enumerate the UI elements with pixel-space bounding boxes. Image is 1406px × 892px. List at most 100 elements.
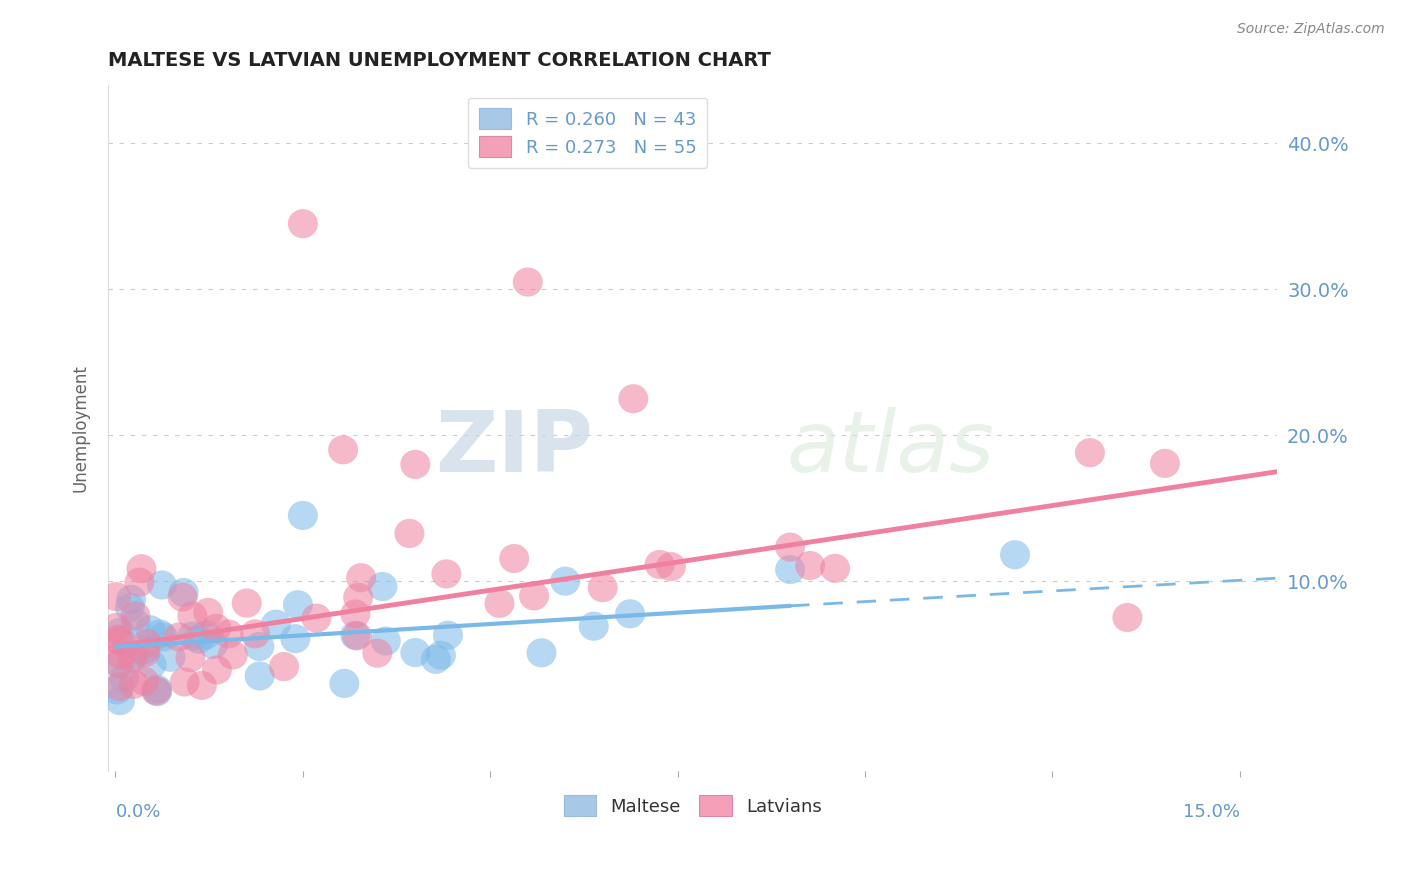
Ellipse shape xyxy=(117,643,148,673)
Ellipse shape xyxy=(110,664,139,692)
Ellipse shape xyxy=(288,209,318,238)
Ellipse shape xyxy=(346,563,377,592)
Ellipse shape xyxy=(214,619,243,648)
Ellipse shape xyxy=(105,626,135,656)
Ellipse shape xyxy=(135,615,165,644)
Ellipse shape xyxy=(177,601,207,631)
Ellipse shape xyxy=(367,572,398,601)
Ellipse shape xyxy=(136,649,166,679)
Ellipse shape xyxy=(120,640,149,669)
Ellipse shape xyxy=(280,624,311,653)
Ellipse shape xyxy=(127,554,156,583)
Ellipse shape xyxy=(432,559,461,589)
Ellipse shape xyxy=(121,601,150,631)
Ellipse shape xyxy=(550,566,581,596)
Text: 15.0%: 15.0% xyxy=(1182,803,1240,821)
Ellipse shape xyxy=(103,648,134,677)
Ellipse shape xyxy=(146,570,177,599)
Ellipse shape xyxy=(118,670,149,698)
Ellipse shape xyxy=(129,666,159,696)
Ellipse shape xyxy=(176,643,205,673)
Ellipse shape xyxy=(104,618,135,647)
Ellipse shape xyxy=(614,599,645,628)
Ellipse shape xyxy=(579,612,609,640)
Ellipse shape xyxy=(485,589,515,618)
Ellipse shape xyxy=(513,268,543,297)
Ellipse shape xyxy=(526,639,557,667)
Ellipse shape xyxy=(201,614,231,643)
Ellipse shape xyxy=(141,676,172,706)
Ellipse shape xyxy=(169,578,198,607)
Ellipse shape xyxy=(103,675,132,705)
Ellipse shape xyxy=(340,599,370,629)
Ellipse shape xyxy=(245,661,274,690)
Ellipse shape xyxy=(232,589,262,618)
Ellipse shape xyxy=(101,582,131,611)
Ellipse shape xyxy=(167,582,197,612)
Ellipse shape xyxy=(240,619,270,648)
Ellipse shape xyxy=(191,620,221,649)
Ellipse shape xyxy=(142,677,172,706)
Ellipse shape xyxy=(619,384,648,413)
Ellipse shape xyxy=(644,550,675,579)
Ellipse shape xyxy=(269,652,299,681)
Ellipse shape xyxy=(657,552,686,582)
Ellipse shape xyxy=(519,582,548,610)
Ellipse shape xyxy=(198,630,228,659)
Ellipse shape xyxy=(105,686,135,715)
Ellipse shape xyxy=(288,500,318,530)
Ellipse shape xyxy=(401,450,430,479)
Ellipse shape xyxy=(202,656,232,684)
Legend: Maltese, Latvians: Maltese, Latvians xyxy=(557,788,830,823)
Ellipse shape xyxy=(145,619,174,648)
Ellipse shape xyxy=(499,544,529,573)
Y-axis label: Unemployment: Unemployment xyxy=(72,364,89,491)
Ellipse shape xyxy=(121,609,150,638)
Ellipse shape xyxy=(363,639,392,668)
Text: ZIP: ZIP xyxy=(436,407,593,490)
Text: atlas: atlas xyxy=(786,407,994,490)
Ellipse shape xyxy=(117,585,146,614)
Ellipse shape xyxy=(343,582,373,612)
Text: MALTESE VS LATVIAN UNEMPLOYMENT CORRELATION CHART: MALTESE VS LATVIAN UNEMPLOYMENT CORRELAT… xyxy=(108,51,770,70)
Ellipse shape xyxy=(775,533,806,562)
Ellipse shape xyxy=(1112,603,1143,632)
Ellipse shape xyxy=(328,435,359,465)
Ellipse shape xyxy=(283,591,314,619)
Ellipse shape xyxy=(132,629,162,658)
Ellipse shape xyxy=(177,622,208,650)
Ellipse shape xyxy=(775,555,806,584)
Ellipse shape xyxy=(103,624,132,654)
Text: 0.0%: 0.0% xyxy=(115,803,160,821)
Ellipse shape xyxy=(796,551,825,580)
Ellipse shape xyxy=(395,519,425,548)
Ellipse shape xyxy=(1076,438,1105,467)
Ellipse shape xyxy=(101,613,131,642)
Ellipse shape xyxy=(433,621,463,649)
Text: Source: ZipAtlas.com: Source: ZipAtlas.com xyxy=(1237,22,1385,37)
Ellipse shape xyxy=(105,649,135,679)
Ellipse shape xyxy=(131,638,160,667)
Ellipse shape xyxy=(184,624,214,654)
Ellipse shape xyxy=(165,623,194,651)
Ellipse shape xyxy=(105,640,136,669)
Ellipse shape xyxy=(588,573,617,602)
Ellipse shape xyxy=(218,640,247,670)
Ellipse shape xyxy=(262,609,291,639)
Ellipse shape xyxy=(115,593,145,622)
Ellipse shape xyxy=(156,642,186,672)
Ellipse shape xyxy=(329,669,360,698)
Ellipse shape xyxy=(170,667,200,697)
Ellipse shape xyxy=(301,604,332,632)
Ellipse shape xyxy=(245,632,274,661)
Ellipse shape xyxy=(187,671,217,700)
Ellipse shape xyxy=(193,598,224,627)
Ellipse shape xyxy=(426,640,456,670)
Ellipse shape xyxy=(129,635,159,665)
Ellipse shape xyxy=(420,645,451,674)
Ellipse shape xyxy=(124,567,155,597)
Ellipse shape xyxy=(342,622,373,650)
Ellipse shape xyxy=(1000,541,1031,569)
Ellipse shape xyxy=(148,623,179,651)
Ellipse shape xyxy=(820,554,851,582)
